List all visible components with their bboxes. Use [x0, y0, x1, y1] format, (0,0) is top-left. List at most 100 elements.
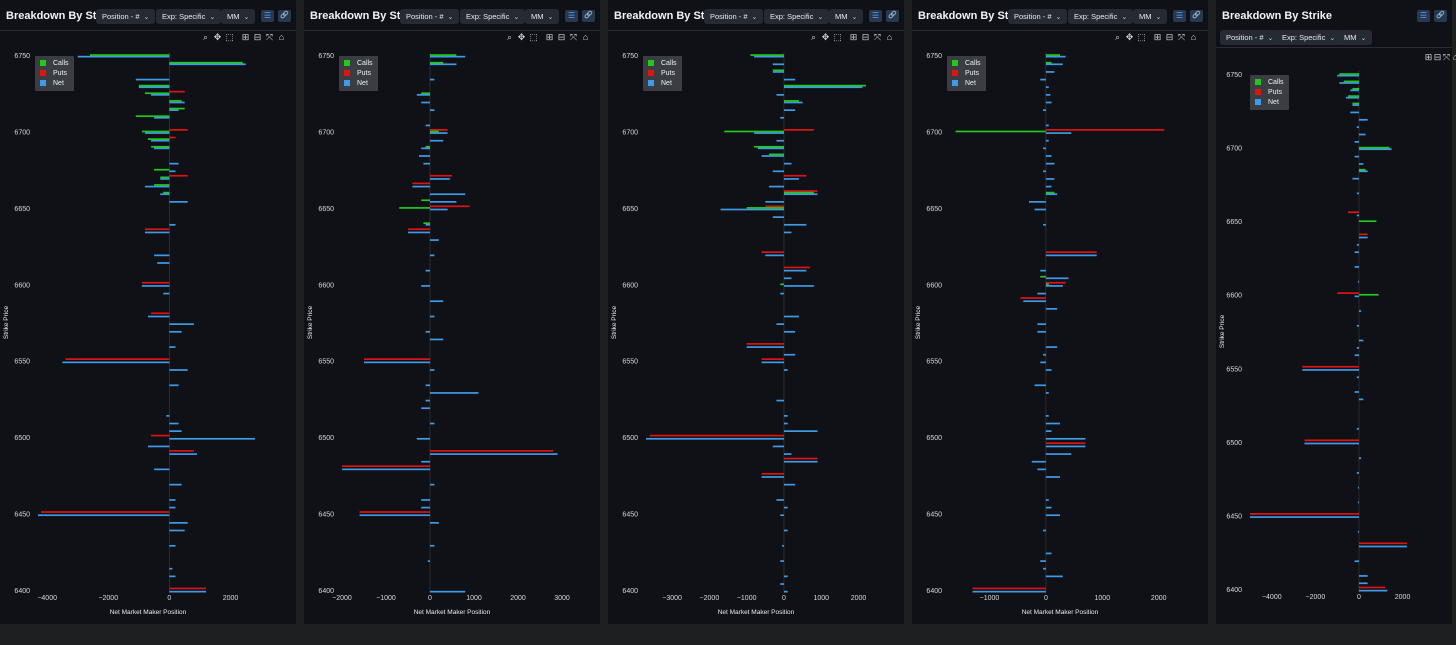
mode-dropdown[interactable]: MM ⌄: [1338, 30, 1373, 45]
net-bar[interactable]: [1045, 155, 1052, 157]
puts-bar[interactable]: [151, 434, 170, 437]
legend-item-puts[interactable]: Puts: [952, 69, 981, 79]
net-bar[interactable]: [1034, 208, 1046, 211]
net-bar[interactable]: [783, 422, 788, 425]
net-bar[interactable]: [1045, 506, 1052, 509]
net-bar[interactable]: [144, 185, 170, 188]
calls-bar[interactable]: [421, 199, 430, 202]
puts-bar[interactable]: [1020, 297, 1046, 299]
net-bar[interactable]: [783, 330, 796, 333]
calls-bar[interactable]: [160, 176, 170, 179]
net-bar[interactable]: [1028, 201, 1046, 203]
expiration-dropdown[interactable]: Exp: Specific ⌄: [1068, 9, 1134, 24]
calls-bar[interactable]: [89, 54, 170, 56]
calls-bar[interactable]: [1358, 146, 1390, 149]
net-bar[interactable]: [427, 560, 430, 562]
net-bar[interactable]: [430, 315, 435, 318]
net-bar[interactable]: [1045, 346, 1058, 348]
net-bar[interactable]: [425, 269, 430, 272]
net-bar[interactable]: [783, 483, 796, 486]
net-bar[interactable]: [1045, 178, 1055, 180]
calls-bar[interactable]: [783, 191, 814, 194]
puts-bar[interactable]: [412, 182, 430, 185]
net-bar[interactable]: [1357, 501, 1359, 504]
net-bar[interactable]: [169, 529, 185, 532]
mode-dropdown[interactable]: MM ⌄: [1133, 9, 1168, 24]
calls-bar[interactable]: [754, 145, 784, 148]
calls-bar[interactable]: [1045, 283, 1049, 286]
legend-item-calls[interactable]: Calls: [952, 59, 981, 69]
net-bar[interactable]: [163, 292, 170, 295]
net-bar[interactable]: [1358, 545, 1407, 548]
net-bar[interactable]: [765, 254, 784, 257]
net-bar[interactable]: [423, 162, 430, 165]
puts-bar[interactable]: [169, 90, 185, 93]
calls-bar[interactable]: [163, 191, 170, 194]
net-bar[interactable]: [783, 101, 803, 104]
puts-bar[interactable]: [972, 587, 1046, 590]
net-bar[interactable]: [1358, 236, 1368, 239]
net-bar[interactable]: [430, 208, 448, 211]
puts-bar[interactable]: [364, 358, 430, 361]
puts-bar[interactable]: [761, 358, 784, 361]
calls-bar[interactable]: [746, 207, 784, 209]
calls-bar[interactable]: [1045, 54, 1060, 56]
net-bar[interactable]: [780, 514, 784, 517]
home-icon[interactable]: ⌂: [1452, 52, 1456, 62]
net-bar[interactable]: [425, 399, 430, 402]
net-bar[interactable]: [783, 430, 818, 432]
net-bar[interactable]: [772, 216, 784, 218]
net-bar[interactable]: [783, 277, 792, 280]
net-bar[interactable]: [1043, 109, 1046, 111]
legend-item-net[interactable]: Net: [40, 79, 69, 89]
calls-bar[interactable]: [769, 153, 784, 156]
net-bar[interactable]: [1356, 324, 1359, 327]
puts-bar[interactable]: [1302, 365, 1359, 368]
calls-bar[interactable]: [772, 69, 784, 72]
net-bar[interactable]: [1045, 94, 1051, 96]
net-bar[interactable]: [169, 223, 176, 226]
net-bar[interactable]: [1043, 170, 1046, 173]
net-bar[interactable]: [1045, 63, 1063, 66]
net-bar[interactable]: [1358, 457, 1362, 460]
calls-bar[interactable]: [1348, 95, 1359, 97]
net-bar[interactable]: [1045, 422, 1060, 425]
zoom-in-icon[interactable]: ⊞: [849, 32, 858, 42]
net-bar[interactable]: [1358, 398, 1364, 401]
net-bar[interactable]: [1045, 514, 1060, 517]
net-bar[interactable]: [1043, 147, 1046, 150]
legend-item-puts[interactable]: Puts: [40, 69, 69, 79]
net-bar[interactable]: [430, 522, 439, 524]
puts-bar[interactable]: [783, 129, 814, 131]
net-bar[interactable]: [1354, 560, 1359, 563]
net-bar[interactable]: [769, 185, 784, 188]
net-bar[interactable]: [783, 109, 796, 111]
net-bar[interactable]: [169, 430, 182, 432]
zoom-in-icon[interactable]: ⊞: [241, 32, 250, 42]
net-bar[interactable]: [430, 63, 457, 66]
autoscale-icon[interactable]: ⤧: [1177, 32, 1186, 42]
puts-bar[interactable]: [1358, 233, 1368, 236]
net-bar[interactable]: [783, 315, 799, 318]
net-bar[interactable]: [1357, 280, 1359, 283]
net-bar[interactable]: [169, 575, 176, 578]
autoscale-icon[interactable]: ⤧: [569, 32, 578, 42]
net-bar[interactable]: [421, 460, 430, 463]
net-bar[interactable]: [169, 544, 176, 547]
calls-bar[interactable]: [1339, 73, 1359, 75]
net-bar[interactable]: [1354, 141, 1359, 143]
net-bar[interactable]: [425, 124, 430, 127]
net-bar[interactable]: [1356, 126, 1359, 128]
legend-item-puts[interactable]: Puts: [344, 69, 373, 79]
net-bar[interactable]: [780, 560, 784, 562]
net-bar[interactable]: [430, 254, 435, 257]
net-bar[interactable]: [430, 132, 448, 134]
columns-toggle-button[interactable]: ☰: [261, 10, 274, 22]
net-bar[interactable]: [1045, 415, 1049, 417]
home-icon[interactable]: ⌂: [886, 32, 893, 42]
net-bar[interactable]: [783, 86, 863, 89]
net-bar[interactable]: [1043, 529, 1046, 532]
net-bar[interactable]: [144, 231, 170, 234]
net-bar[interactable]: [169, 330, 182, 333]
zoom-in-icon[interactable]: ⊞: [545, 32, 554, 42]
